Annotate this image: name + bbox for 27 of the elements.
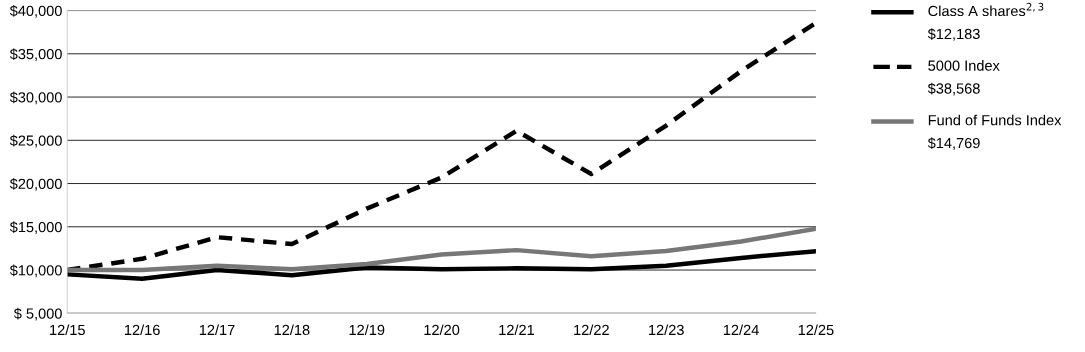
y-tick-label: $10,000	[9, 264, 62, 278]
x-tick-label: 12/15	[50, 324, 85, 336]
y-tick-label: $25,000	[9, 134, 62, 148]
x-tick-label: 12/16	[125, 324, 160, 336]
x-tick-label: 12/25	[798, 324, 834, 336]
x-tick-label: 12/22	[574, 324, 609, 336]
x-tick-label: 12/24	[723, 324, 759, 336]
line-series	[67, 248, 816, 281]
legend-label: Class A shares$^{2,3}$	[928, 2, 1044, 17]
x-tick-label: 12/23	[649, 324, 684, 336]
y-tick-label: $40,000	[9, 5, 62, 18]
x-tick-label: 12/21	[499, 324, 534, 336]
y-tick-label: $ 5,000	[13, 307, 62, 321]
y-tick-label: $15,000	[9, 221, 62, 234]
legend-label: 5000 Index	[928, 60, 1000, 71]
line-series	[67, 226, 816, 273]
x-tick-label: 12/20	[424, 324, 460, 336]
x-tick-label: 12/17	[199, 324, 235, 336]
y-tick-label: $30,000	[9, 91, 62, 105]
y-tick-label: $35,000	[9, 48, 62, 61]
legend-label: Fund of Funds Index	[928, 114, 1062, 126]
text: $12,183	[927, 28, 980, 41]
text: $14,769	[927, 137, 980, 150]
text: $38,568	[927, 82, 980, 96]
x-tick-label: 12/19	[349, 324, 385, 336]
x-tick-label: 12/18	[274, 324, 310, 336]
y-tick-label: $20,000	[9, 178, 62, 191]
